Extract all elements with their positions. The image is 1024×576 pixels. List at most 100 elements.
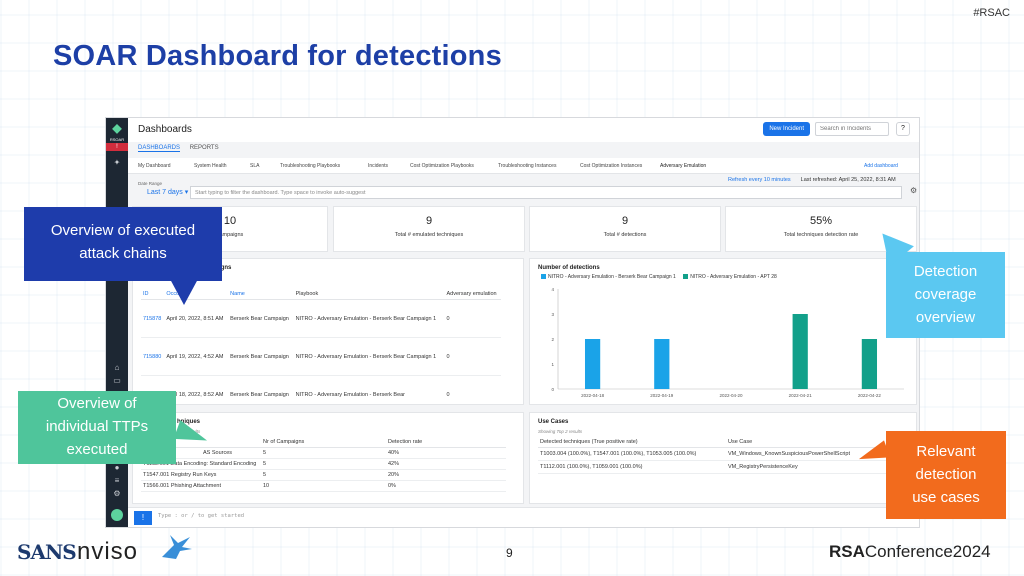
table-row[interactable]: T1112.001 (100.0%), T1059.001 (100.0%) V… (538, 460, 908, 474)
campaign-name: Berserk Bear Campaign (228, 299, 294, 338)
technique-rate: 40% (386, 447, 506, 459)
new-incident-button[interactable]: New Incident (763, 122, 810, 136)
callout-use-cases: Relevant detection use cases (855, 431, 1006, 519)
pin-icon[interactable]: ✦ (113, 158, 121, 167)
subtab-sla[interactable]: SLA (250, 163, 260, 169)
subtab-cost-optimization-instances[interactable]: Cost Optimization Instances (580, 163, 643, 169)
campaign-occurred: April 18, 2022, 8:52 AM (164, 375, 229, 404)
technique-rate: 42% (386, 458, 506, 470)
left-rail: ◆ RSOAR ! ✦ ⌂ ▭ ● ≡ ⚙ (106, 118, 128, 527)
bar (584, 339, 601, 389)
main-tabs: DASHBOARDS REPORTS (138, 145, 227, 152)
bar (792, 314, 808, 389)
search-incidents-input[interactable] (815, 122, 889, 136)
date-range-select[interactable]: Last 7 days ▾ (147, 189, 189, 196)
table-row[interactable]: T1003.004 (100.0%), T1547.001 (100.0%), … (538, 447, 908, 461)
table-row[interactable]: T1132.001 Data Encoding: Standard Encodi… (141, 458, 506, 470)
subtab-adversary-emulation[interactable]: Adversary Emulation (660, 163, 707, 169)
stat-value: 9 (621, 215, 629, 227)
legend-entry[interactable]: NITRO - Adversary Emulation - APT 28 (690, 274, 777, 280)
slide-title: SOAR Dashboard for detections (53, 40, 502, 72)
stat-value: 9 (425, 215, 433, 227)
table-row[interactable]: 715880 April 19, 2022, 4:52 AM Berserk B… (141, 337, 501, 376)
campaign-playbook: NITRO - Adversary Emulation - Berserk Be… (293, 299, 445, 338)
legend-entry[interactable]: NITRO - Adversary Emulation - Berserk Be… (548, 274, 676, 280)
table-row[interactable]: T1566.001 Phishing Attachment 10 0% (141, 480, 506, 492)
column-header[interactable]: Nr of Campaigns (261, 437, 386, 448)
x-tick-label: 2022-04-21 (789, 393, 813, 398)
subtab-troubleshooting-instances[interactable]: Troubleshooting Instances (498, 163, 557, 169)
tab-reports[interactable]: REPORTS (189, 145, 219, 151)
technique-campaigns: 5 (261, 469, 386, 481)
command-input[interactable]: Type : or / to get started (158, 513, 245, 519)
ttps-card: hniques results Nr of Campaigns Detectio… (132, 412, 524, 504)
use-cases-card: Use Cases Showing Top 2 results Detected… (529, 412, 917, 504)
table-row[interactable]: 715878 April 20, 2022, 8:51 AM Berserk B… (141, 299, 501, 338)
list-icon[interactable]: ≡ (114, 476, 120, 485)
subtab-cost-optimization-playbooks[interactable]: Cost Optimization Playbooks (410, 163, 474, 169)
stat-card-detection-rate: 55% Total techniques detection rate (725, 206, 917, 252)
table-row[interactable]: AS Sources 5 40% (141, 447, 506, 459)
page-number: 9 (506, 546, 513, 560)
add-dashboard-link[interactable]: Add dashboard (864, 163, 898, 169)
monitor-icon[interactable]: ▭ (113, 376, 121, 385)
date-range-label: Date Range (138, 181, 163, 186)
command-bar: ! Type : or / to get started (128, 507, 919, 527)
technique-name: AS Sources (141, 447, 261, 459)
table-row[interactable]: April 18, 2022, 8:52 AM Berserk Bear Cam… (141, 375, 501, 404)
column-header[interactable]: ID (141, 289, 165, 300)
callout-line: coverage (914, 286, 977, 303)
bar (654, 339, 670, 389)
column-header[interactable]: Name (228, 289, 294, 300)
help-button[interactable]: ? (896, 122, 910, 136)
table-row[interactable]: T1547.001 Registry Run Keys 5 20% (141, 469, 506, 481)
callout-line: Detection (913, 263, 978, 280)
ttps-subtitle: results (187, 429, 201, 434)
brand-label: RSOAR (109, 137, 125, 142)
subtab-incidents[interactable]: Incidents (368, 163, 389, 169)
stat-card-detections: 9 Total # detections (529, 206, 721, 252)
campaign-id[interactable]: 715878 (141, 299, 165, 338)
campaign-emulation: 0 (444, 375, 501, 404)
technique-rate: 20% (386, 469, 506, 481)
subtab-troubleshooting-playbooks[interactable]: Troubleshooting Playbooks (280, 163, 341, 169)
command-button[interactable]: ! (134, 511, 152, 525)
x-tick-label: 2022-04-18 (581, 393, 605, 398)
column-header[interactable]: Use Case (726, 437, 908, 448)
use-cases-table: Detected techniques (True positive rate)… (538, 437, 908, 474)
gear-icon[interactable]: ⚙ (910, 186, 918, 195)
campaign-playbook: NITRO - Adversary Emulation - Berserk Be… (293, 375, 445, 404)
callout-ttps: Overview of individual TTPs executed (18, 391, 211, 464)
callout-coverage: Detection coverage overview (870, 223, 1005, 338)
tab-dashboards[interactable]: DASHBOARDS (138, 145, 181, 152)
chart-title: Number of detections (538, 265, 600, 271)
technique-campaigns: 10 (261, 480, 386, 492)
column-header[interactable]: Detection rate (386, 437, 506, 448)
home-icon[interactable]: ⌂ (114, 363, 120, 372)
rsa-rest: Conference2024 (864, 542, 991, 561)
callout-pointer (170, 279, 198, 305)
technique-name: T1547.001 Registry Run Keys (141, 469, 261, 481)
campaign-occurred: April 19, 2022, 4:52 AM (164, 337, 229, 376)
column-header[interactable]: Detected techniques (True positive rate) (538, 437, 726, 448)
y-tick-label: 4 (551, 287, 554, 292)
y-tick-label: 1 (551, 362, 554, 367)
soar-screenshot: ◆ RSOAR ! ✦ ⌂ ▭ ● ≡ ⚙ Dashboards New Inc… (105, 117, 920, 528)
dashboard-filter-input[interactable]: Start typing to filter the dashboard. Ty… (190, 186, 902, 199)
y-tick-label: 2 (551, 337, 554, 342)
callout-line: Relevant (916, 443, 976, 460)
campaign-emulation: 0 (444, 337, 501, 376)
settings-icon[interactable]: ⚙ (113, 489, 121, 498)
nviso-logo: nviso (77, 538, 139, 565)
avatar[interactable] (111, 509, 123, 521)
campaign-id[interactable]: 715880 (141, 337, 165, 376)
subtab-system-health[interactable]: System Health (194, 163, 227, 169)
date-range-value: Last 7 days (147, 189, 183, 196)
notification-icon[interactable]: ● (114, 463, 120, 472)
alert-badge[interactable]: ! (106, 143, 128, 151)
use-case-name: VM_RegistryPersistenceKey (726, 460, 908, 474)
stat-label: Total techniques detection rate (783, 232, 859, 238)
y-tick-label: 0 (551, 387, 554, 392)
refresh-interval-link[interactable]: Refresh every 10 minutes (728, 177, 791, 183)
subtab-my-dashboard[interactable]: My Dashboard (138, 163, 171, 169)
